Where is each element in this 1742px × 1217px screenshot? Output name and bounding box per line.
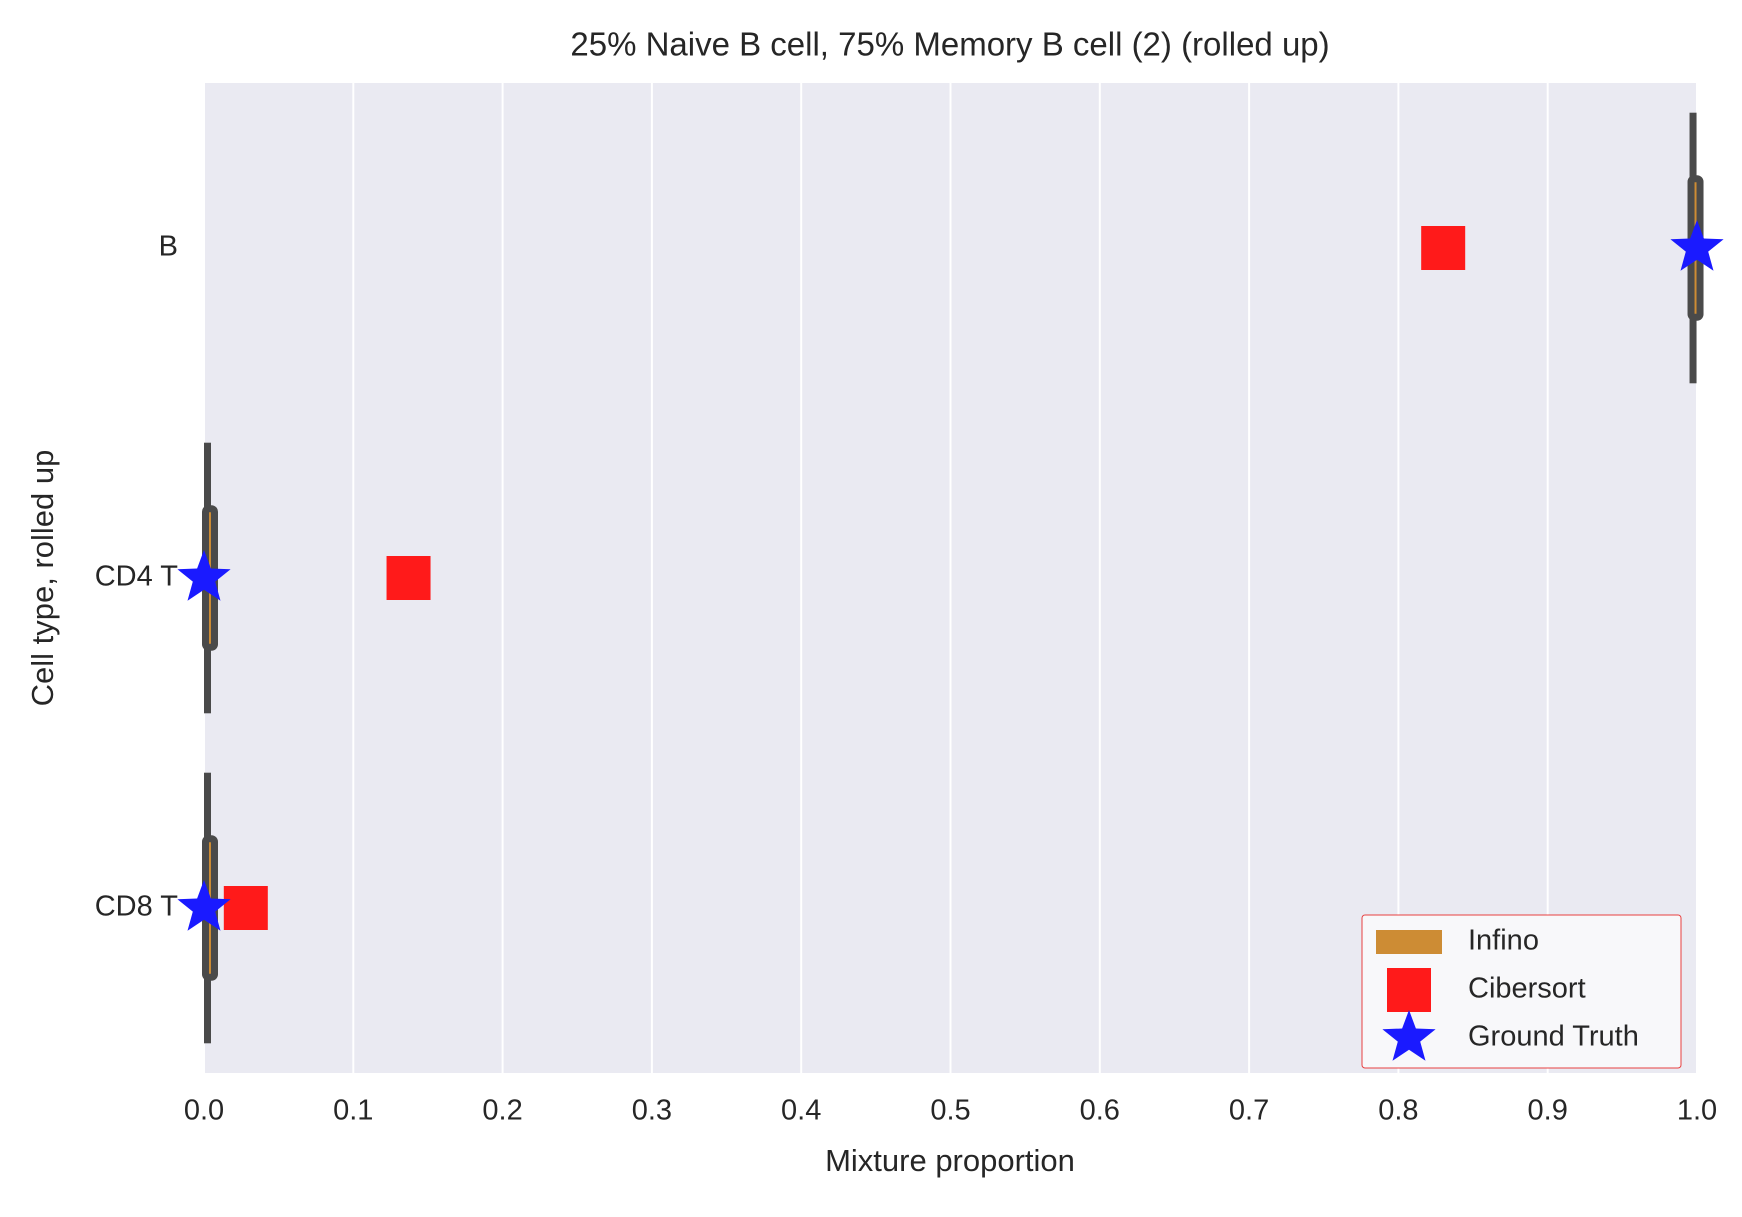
legend-swatch [1382, 1010, 1436, 1061]
legend-swatch [1376, 930, 1442, 954]
x-tick-label: 0.3 [632, 1095, 672, 1127]
cibersort-marker [1421, 226, 1466, 270]
x-axis-label: Mixture proportion [825, 1143, 1075, 1178]
x-tick-label: 0.1 [333, 1095, 373, 1127]
legend-label: Infino [1468, 925, 1539, 957]
y-tick-label: CD4 T [95, 561, 179, 593]
x-tick-label: 0.7 [1229, 1095, 1269, 1127]
y-tick-label: B [159, 231, 178, 263]
cibersort-marker [386, 556, 431, 600]
x-tick-label: 0.2 [482, 1095, 522, 1127]
ground-truth-marker [1670, 220, 1724, 271]
legend-swatch [1387, 968, 1431, 1012]
legend-label: Ground Truth [1468, 1021, 1639, 1053]
x-tick-label: 0.9 [1528, 1095, 1568, 1127]
cibersort-marker [223, 886, 268, 930]
x-tick-label: 0.4 [781, 1095, 821, 1127]
x-tick-label: 0.8 [1378, 1095, 1418, 1127]
x-tick-label: 1.0 [1677, 1095, 1717, 1127]
y-tick-label: CD8 T [95, 891, 179, 923]
ground-truth-marker [177, 880, 231, 931]
x-tick-label: 0.0 [184, 1095, 224, 1127]
y-axis-label: Cell type, rolled up [25, 450, 60, 707]
x-tick-label: 0.6 [1080, 1095, 1120, 1127]
chart-title: 25% Naive B cell, 75% Memory B cell (2) … [570, 26, 1329, 63]
legend-label: Cibersort [1468, 973, 1586, 1005]
ground-truth-marker [177, 550, 231, 601]
x-tick-label: 0.5 [930, 1095, 970, 1127]
